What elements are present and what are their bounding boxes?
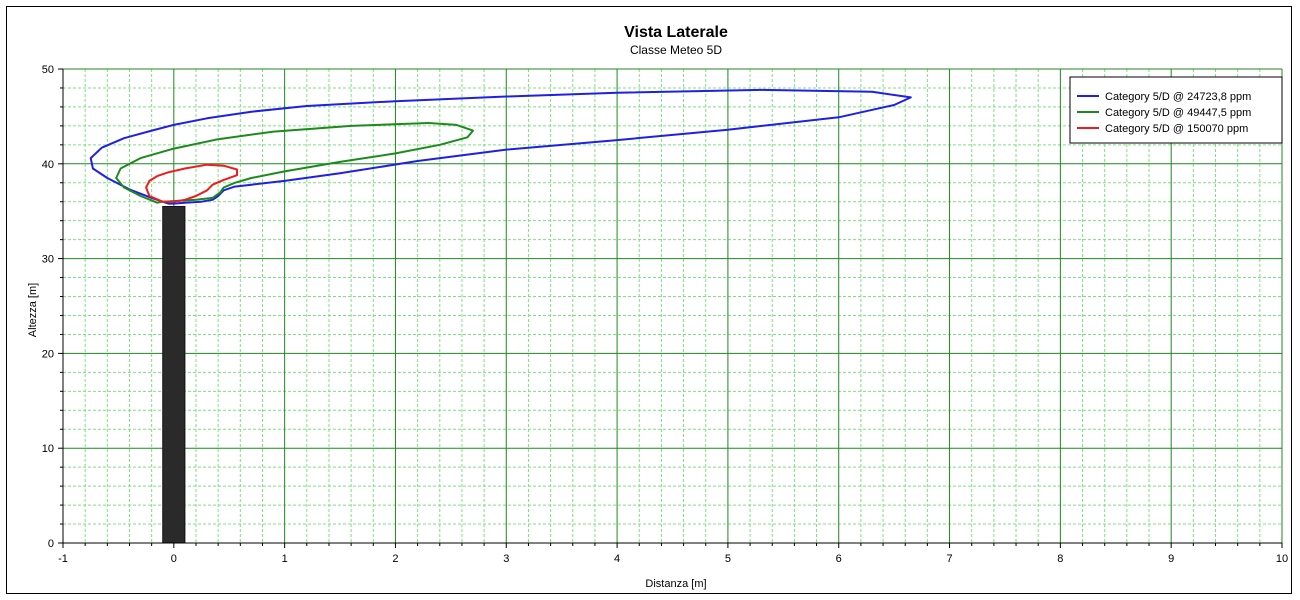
y-tick-label: 20: [42, 348, 54, 360]
series-contour-2: [115, 122, 474, 204]
x-tick-label: 4: [614, 553, 620, 565]
y-tick-label: 0: [48, 538, 54, 550]
chart-subtitle: Classe Meteo 5D: [630, 43, 722, 57]
y-tick-label: 40: [42, 159, 54, 171]
series-layer: [89, 88, 912, 205]
series-contour-3: [145, 163, 238, 203]
x-tick-label: 7: [946, 553, 952, 565]
x-tick-labels: -1 0 1 2 3 4 5 6 7 8 9 10: [58, 553, 1288, 565]
series-contour-1: [89, 88, 912, 205]
x-tick-label: 1: [282, 553, 288, 565]
minor-grid: [63, 69, 1282, 543]
chart-title: Vista Laterale: [624, 24, 728, 41]
stack-layer: [162, 205, 186, 544]
legend-items: Category 5/D @ 24723,8 ppm Category 5/D @…: [1077, 91, 1251, 135]
chart-canvas: Vista Laterale Classe Meteo 5D -1 0 1 2 3 4 5 6…: [27, 24, 1288, 590]
legend-label-2: Category 5/D @ 49447,5 ppm: [1105, 107, 1251, 119]
y-tick-label: 50: [42, 64, 54, 76]
chart-frame: Vista Laterale Classe Meteo 5D -1 0 1 2 3 4 5 6…: [6, 6, 1292, 594]
x-tick-label: 10: [1276, 553, 1288, 565]
x-tick-label: 0: [171, 553, 177, 565]
x-tick-label: 6: [836, 553, 842, 565]
x-axis-label: Distanza [m]: [645, 578, 706, 590]
x-tick-label: 5: [725, 553, 731, 565]
y-tick-label: 30: [42, 254, 54, 266]
legend: Category 5/D @ 24723,8 ppm Category 5/D @…: [1069, 76, 1283, 144]
y-tick-labels: 0 10 20 30 40 50: [42, 64, 54, 550]
x-tick-label: 8: [1057, 553, 1063, 565]
x-tick-label: 9: [1168, 553, 1174, 565]
axes-layer: [58, 68, 1283, 548]
stack-bar: [162, 205, 186, 544]
x-tick-label: 3: [503, 553, 509, 565]
x-tick-label: -1: [58, 553, 68, 565]
y-tick-label: 10: [42, 443, 54, 455]
legend-box: [1069, 76, 1283, 144]
legend-label-3: Category 5/D @ 150070 ppm: [1105, 123, 1248, 135]
legend-label-1: Category 5/D @ 24723,8 ppm: [1105, 91, 1251, 103]
y-axis-label: Altezza [m]: [27, 283, 39, 337]
x-tick-label: 2: [392, 553, 398, 565]
